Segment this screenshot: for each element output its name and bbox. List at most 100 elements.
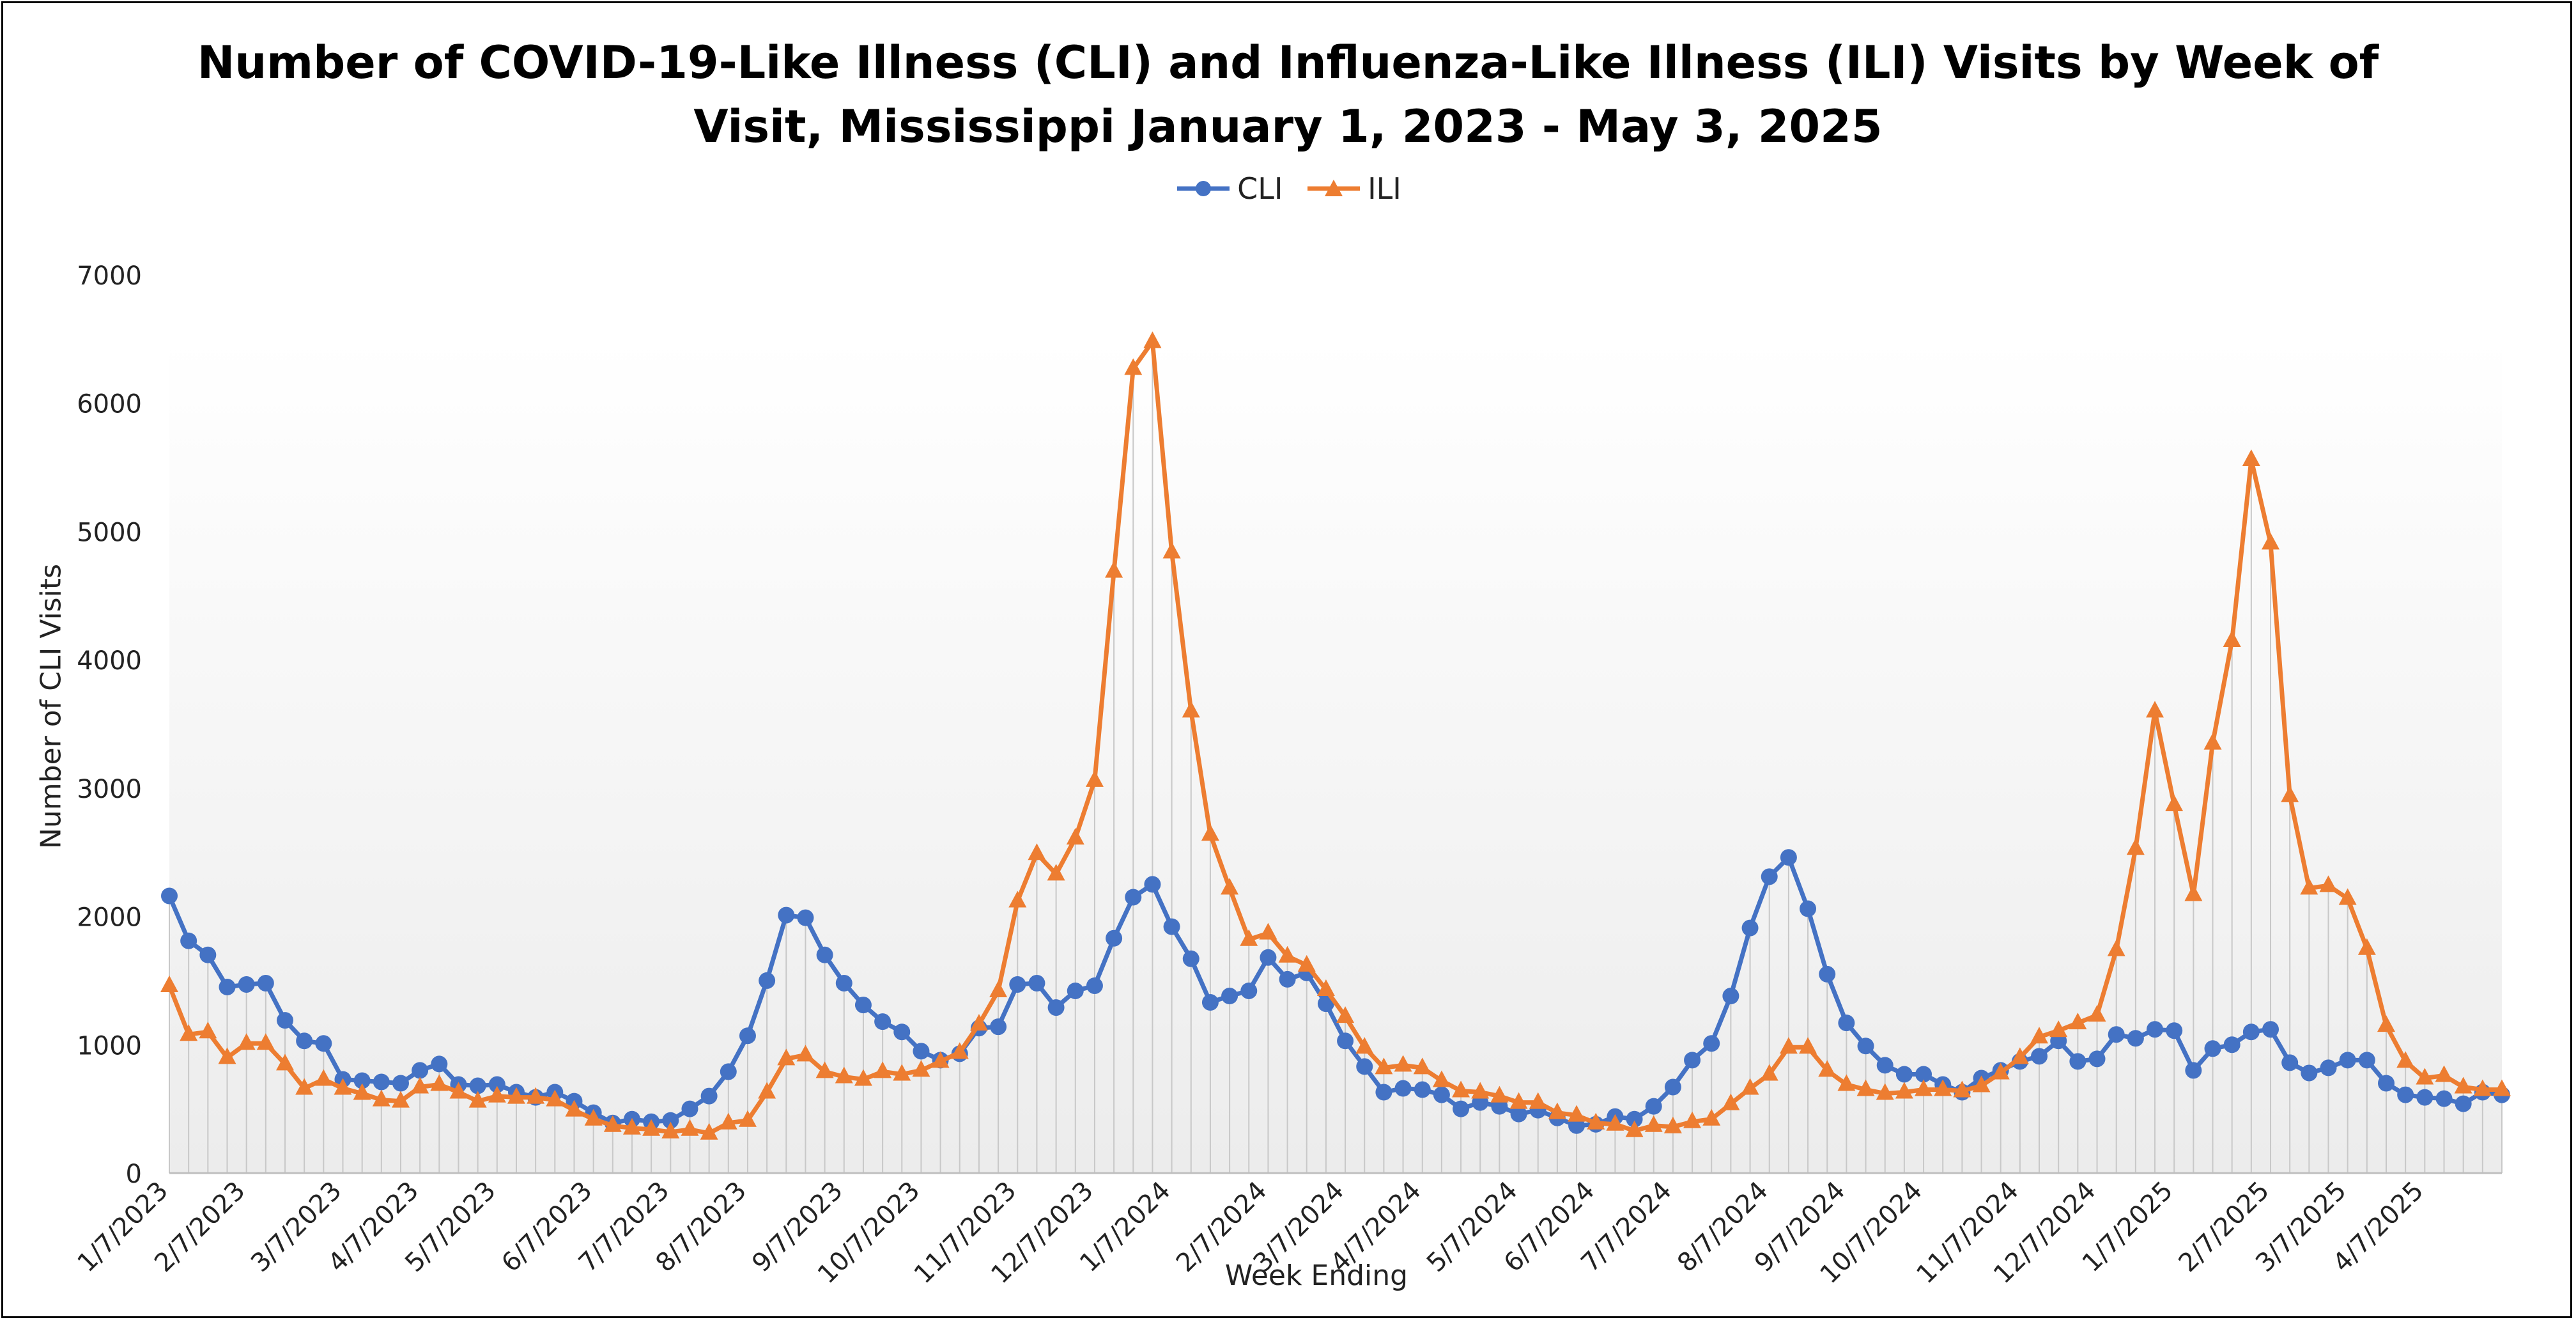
data-point [2010, 1047, 2029, 1064]
data-point [1028, 843, 1046, 860]
data-point [1355, 1037, 1374, 1054]
x-axis-label: Week Ending [1224, 1259, 1408, 1292]
data-point [584, 1108, 603, 1126]
data-point [1259, 922, 1277, 940]
data-point [1741, 1078, 1759, 1095]
data-point [1741, 919, 1759, 937]
data-point [2493, 1079, 2511, 1096]
series-ili [160, 331, 2511, 1140]
data-point [1510, 1105, 1527, 1123]
data-point [1356, 1058, 1373, 1075]
data-point [1703, 1035, 1720, 1052]
data-point [1471, 1082, 1490, 1099]
data-point [700, 1123, 718, 1140]
data-point [565, 1100, 583, 1117]
data-point [1182, 701, 1200, 718]
data-point [1047, 999, 1065, 1016]
data-point [296, 1032, 313, 1050]
data-point [1876, 1083, 1894, 1100]
data-point [1684, 1052, 1701, 1069]
data-point [2223, 1036, 2241, 1054]
data-point [2088, 1005, 2106, 1022]
data-point [218, 1047, 236, 1064]
data-point [1702, 1108, 1721, 1126]
data-point [874, 1013, 891, 1030]
data-point [1915, 1079, 1933, 1096]
y-tick-label: 7000 [77, 261, 142, 291]
data-point [1587, 1112, 1605, 1130]
data-point [777, 1048, 796, 1066]
data-point [392, 1075, 409, 1092]
data-point [1800, 900, 1817, 917]
legend-item-ili: ILI [1305, 171, 1401, 206]
data-point [1067, 982, 1084, 999]
data-point [1934, 1079, 1952, 1096]
data-point [681, 1119, 699, 1136]
data-point [2108, 1026, 2125, 1043]
data-point [372, 1089, 390, 1107]
legend-cli-label: CLI [1237, 171, 1283, 206]
data-point [893, 1064, 911, 1081]
data-point [1317, 995, 1334, 1013]
data-point [2262, 533, 2280, 550]
data-point [238, 976, 255, 993]
data-point [950, 1042, 969, 1059]
data-point [1008, 890, 1027, 908]
data-point [1915, 1066, 1932, 1083]
data-point [759, 972, 776, 989]
data-point [546, 1089, 564, 1107]
data-point [199, 946, 217, 963]
data-point [2378, 1075, 2395, 1092]
data-point [1316, 979, 1335, 996]
data-point [256, 1033, 275, 1050]
data-point [1433, 1086, 1450, 1103]
data-point [1645, 1098, 1662, 1115]
data-point [1009, 976, 1026, 993]
chart-title-line-1: Number of COVID-19-Like Illness (CLI) an… [197, 36, 2379, 89]
data-point [1819, 965, 1836, 983]
data-point [2030, 1027, 2049, 1044]
data-point [1047, 864, 1065, 881]
data-point [1163, 918, 1180, 935]
data-point [1761, 868, 1778, 885]
data-point [1143, 331, 1162, 348]
data-point [931, 1051, 950, 1068]
data-point [2166, 1022, 2183, 1039]
data-point [797, 909, 814, 926]
data-point [1182, 950, 1199, 967]
data-point [2281, 1054, 2299, 1071]
data-point [2049, 1020, 2068, 1038]
data-point [1394, 1055, 1412, 1072]
data-point [1722, 1093, 1740, 1110]
y-axis-ticks: 0 1000 2000 3000 4000 5000 6000 7000 [77, 261, 142, 1189]
data-point [276, 1012, 293, 1029]
data-point [1799, 1037, 1817, 1054]
data-point [1895, 1082, 1913, 1099]
data-point [681, 1100, 698, 1117]
data-point [1856, 1079, 1875, 1096]
data-point [2396, 1051, 2415, 1068]
data-point [835, 974, 852, 992]
data-point [160, 975, 178, 992]
data-point [893, 1023, 911, 1041]
data-point [2416, 1089, 2433, 1106]
x-axis: 1/7/20232/7/20233/7/20234/7/20235/7/2023… [72, 1172, 2502, 1289]
data-point [2262, 1021, 2279, 1038]
data-point [1625, 1120, 1644, 1137]
data-point [835, 1066, 853, 1084]
data-point [391, 1091, 410, 1108]
data-point [1085, 770, 1104, 787]
data-point [1221, 988, 1238, 1005]
data-point [2338, 888, 2357, 905]
y-tick-label: 6000 [77, 390, 142, 419]
data-point [2339, 1052, 2356, 1069]
data-point [796, 1045, 815, 1062]
data-point [1779, 1037, 1798, 1054]
data-point [1162, 541, 1181, 559]
data-point [1240, 929, 1258, 946]
data-point [1394, 1080, 1412, 1097]
data-point [739, 1027, 756, 1045]
data-point [1144, 876, 1161, 893]
data-point [2435, 1090, 2453, 1107]
data-point [334, 1078, 352, 1095]
